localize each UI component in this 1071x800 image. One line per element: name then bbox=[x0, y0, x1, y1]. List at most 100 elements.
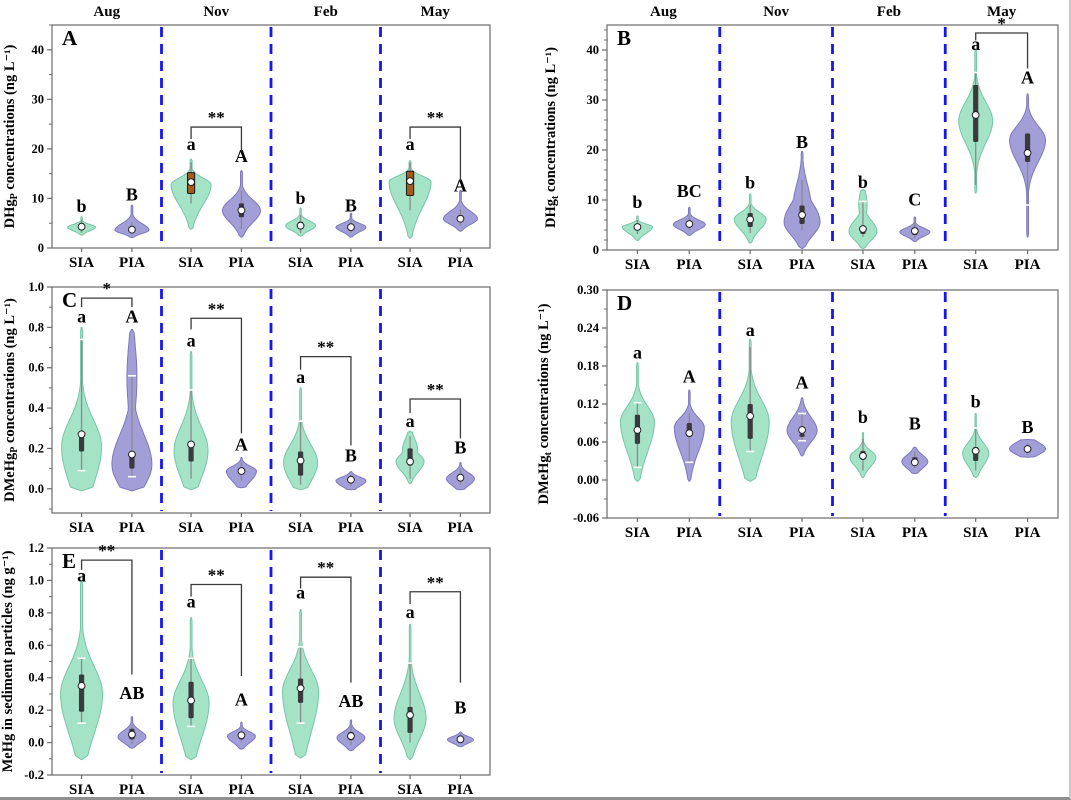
x-label-sia-feb: SIA bbox=[288, 520, 313, 536]
group-letter-sia-feb: b bbox=[858, 407, 868, 427]
significance-bracket-nov bbox=[190, 317, 243, 434]
month-header-feb: Feb bbox=[877, 4, 901, 20]
y-tick-label: 0 bbox=[38, 241, 44, 255]
group-letter-sia-feb: a bbox=[296, 367, 305, 387]
median-dot-pia-nov bbox=[798, 211, 806, 219]
median-dot-pia-nov bbox=[237, 206, 246, 215]
group-letter-pia-nov: A bbox=[235, 434, 248, 454]
iqr-box-sia-aug bbox=[78, 674, 85, 712]
median-dot-sia-feb bbox=[296, 456, 305, 465]
significance-stars: * bbox=[103, 279, 112, 298]
panel-d: -0.06 0.00 0.06 0.12 0.18 0.24 0.30 DMeHgt conc… bbox=[535, 278, 1069, 540]
group-letter-sia-aug: a bbox=[77, 565, 86, 585]
x-label-pia-may: PIA bbox=[1015, 525, 1041, 540]
month-header-nov: Nov bbox=[203, 4, 229, 20]
median-dot-sia-may bbox=[971, 111, 980, 119]
median-dot-pia-aug bbox=[685, 220, 694, 228]
y-tick-label: 0.6 bbox=[28, 638, 44, 652]
y-axis-label: DMeHgP concentrations (ng L⁻¹) bbox=[2, 298, 20, 502]
x-label-sia-aug: SIA bbox=[69, 520, 94, 536]
median-dot-sia-feb bbox=[859, 225, 867, 233]
median-dot-pia-feb bbox=[347, 475, 355, 484]
iqr-box-pia-aug bbox=[129, 455, 135, 469]
panel-b-chart: 0 10 20 30 40 DHgt concentrations (ng L⁻¹) Aug… bbox=[543, 4, 1059, 273]
x-label-sia-may: SIA bbox=[398, 520, 423, 536]
group-letter-pia-may: B bbox=[454, 698, 466, 718]
group-letter-pia-may: B bbox=[454, 437, 466, 457]
group-letter-sia-may: b bbox=[971, 392, 981, 412]
median-dot-sia-nov bbox=[187, 440, 195, 449]
group-letter-sia-feb: b bbox=[296, 188, 306, 208]
x-label-sia-may: SIA bbox=[963, 525, 988, 540]
group-letter-sia-nov: a bbox=[187, 134, 196, 154]
y-tick-label: 10 bbox=[587, 193, 600, 207]
group-letter-sia-may: a bbox=[406, 411, 415, 431]
x-label-pia-feb: PIA bbox=[902, 257, 928, 273]
panel-letter-e: E bbox=[62, 549, 76, 573]
group-letter-sia-aug: a bbox=[77, 306, 86, 326]
group-letter-pia-aug: A bbox=[125, 306, 138, 326]
iqr-box-sia-aug bbox=[78, 436, 85, 452]
y-tick-label: 0.18 bbox=[577, 359, 599, 373]
panel-b: 0 10 20 30 40 DHgt concentrations (ng L⁻¹) Aug… bbox=[535, 0, 1069, 278]
x-label-sia-nov: SIA bbox=[738, 257, 763, 273]
median-dot-pia-aug bbox=[685, 429, 694, 438]
median-dot-sia-aug bbox=[77, 222, 86, 231]
y-tick-label: 20 bbox=[587, 143, 600, 157]
group-letter-sia-feb: b bbox=[858, 172, 868, 192]
group-letter-sia-may: a bbox=[971, 34, 980, 54]
significance-stars: ** bbox=[427, 573, 444, 592]
median-dot-sia-nov bbox=[746, 412, 755, 420]
group-letter-sia-feb: a bbox=[296, 582, 305, 602]
month-header-nov: Nov bbox=[763, 4, 789, 20]
x-label-pia-feb: PIA bbox=[902, 525, 928, 540]
x-label-sia-feb: SIA bbox=[850, 525, 875, 540]
y-tick-label: 30 bbox=[587, 93, 600, 107]
x-label-pia-may: PIA bbox=[448, 520, 474, 536]
month-header-feb: Feb bbox=[314, 4, 338, 20]
x-label-sia-aug: SIA bbox=[69, 255, 94, 271]
median-dot-pia-aug bbox=[128, 225, 136, 234]
median-dot-sia-aug bbox=[77, 681, 86, 690]
group-letter-pia-may: A bbox=[1021, 68, 1034, 88]
plot-frame bbox=[606, 24, 1059, 251]
median-dot-pia-aug bbox=[128, 450, 136, 459]
x-label-pia-feb: PIA bbox=[338, 782, 364, 798]
group-letter-pia-aug: B bbox=[126, 184, 138, 204]
panel-letter-b: B bbox=[617, 26, 631, 50]
median-dot-pia-may bbox=[1023, 445, 1032, 453]
y-tick-label: 0.06 bbox=[577, 435, 599, 449]
group-letter-pia-feb: B bbox=[909, 413, 921, 433]
panel-c-chart: 0.0 0.2 0.4 0.6 0.8 1.0 DMeHgP concentrations … bbox=[2, 279, 491, 536]
x-label-sia-nov: SIA bbox=[179, 782, 204, 798]
panel-letter-a: A bbox=[62, 26, 78, 50]
group-letter-pia-aug: AB bbox=[119, 683, 144, 703]
significance-bracket-aug bbox=[80, 559, 133, 675]
group-letter-sia-nov: a bbox=[746, 320, 755, 340]
month-header-aug: Aug bbox=[93, 4, 120, 20]
y-tick-label: 1.0 bbox=[28, 573, 44, 587]
median-dot-sia-may bbox=[406, 457, 414, 466]
significance-stars: ** bbox=[317, 338, 334, 357]
y-tick-label: 1.2 bbox=[28, 541, 44, 555]
violin-pia-aug bbox=[114, 204, 150, 239]
plot-frame bbox=[51, 286, 491, 514]
median-dot-pia-nov bbox=[237, 731, 246, 740]
significance-stars: ** bbox=[317, 558, 334, 577]
group-letter-sia-nov: b bbox=[745, 173, 755, 193]
group-letter-sia-may: a bbox=[406, 602, 415, 622]
y-tick-label: 0.24 bbox=[577, 321, 600, 335]
panel-e: -0.2 0.0 0.2 0.4 0.6 0.8 1.0 1.2 MeHg in sedimen… bbox=[0, 540, 535, 798]
median-dot-sia-aug bbox=[77, 430, 86, 439]
x-label-sia-may: SIA bbox=[963, 257, 988, 273]
significance-bracket-may bbox=[409, 591, 462, 683]
significance-bracket-nov bbox=[190, 583, 243, 677]
y-tick-label: 40 bbox=[587, 43, 600, 57]
significance-bracket-feb bbox=[299, 355, 352, 446]
significance-bracket-aug bbox=[80, 297, 133, 308]
median-dot-sia-aug bbox=[633, 223, 642, 231]
group-letter-pia-aug: A bbox=[683, 366, 696, 386]
y-tick-label: 0.6 bbox=[28, 361, 44, 375]
significance-bracket-nov bbox=[190, 126, 243, 152]
panel-letter-d: D bbox=[617, 291, 632, 315]
